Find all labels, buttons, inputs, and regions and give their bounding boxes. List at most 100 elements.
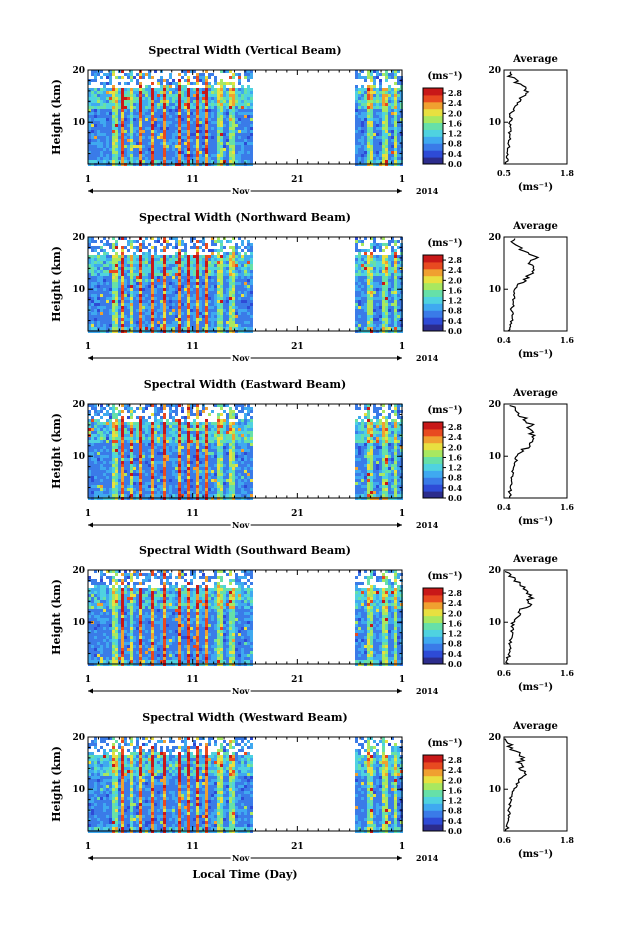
heatmap-cell [184, 255, 187, 258]
heatmap-cell [382, 276, 385, 279]
heatmap-cell [88, 115, 91, 118]
heatmap-cell [205, 327, 208, 330]
heatmap-cell [136, 124, 139, 127]
heatmap-cell [103, 133, 106, 136]
heatmap-cell [127, 324, 130, 327]
heatmap-cell [247, 79, 250, 82]
heatmap-cell [157, 306, 160, 309]
heatmap-cell [151, 94, 154, 97]
heatmap-cell [136, 261, 139, 264]
heatmap-cell [217, 434, 220, 437]
heatmap-cell [151, 282, 154, 285]
heatmap-cell [115, 294, 118, 297]
heatmap-cell [223, 246, 226, 249]
heatmap-cell [130, 264, 133, 267]
x-tick-label: 11 [186, 175, 199, 185]
heatmap-cell [133, 309, 136, 312]
heatmap-cell [244, 115, 247, 118]
heatmap-cell [160, 425, 163, 428]
heatmap-cell [238, 273, 241, 276]
heatmap-cell [229, 100, 232, 103]
heatmap-cell [202, 103, 205, 106]
heatmap-cell [142, 321, 145, 324]
heatmap-cell [235, 100, 238, 103]
heatmap-cell [379, 282, 382, 285]
heatmap-cell [157, 240, 160, 243]
heatmap-cell [358, 261, 361, 264]
heatmap-cell [88, 133, 91, 136]
heatmap-cell [178, 321, 181, 324]
heatmap-cell [202, 434, 205, 437]
heatmap-cell [232, 133, 235, 136]
heatmap-cell [208, 264, 211, 267]
heatmap-cell [361, 154, 364, 157]
heatmap-cell [379, 297, 382, 300]
heatmap-cell [160, 85, 163, 88]
heatmap-cell [367, 121, 370, 124]
heatmap-cell [211, 133, 214, 136]
heatmap-cell [196, 404, 199, 407]
heatmap-cell [205, 124, 208, 127]
heatmap-cell [169, 85, 172, 88]
heatmap-cell [94, 291, 97, 294]
heatmap-cell [391, 148, 394, 151]
heatmap-cell [376, 312, 379, 315]
heatmap-cell [115, 270, 118, 273]
heatmap-cell [367, 136, 370, 139]
heatmap-cell [136, 288, 139, 291]
heatmap-cell [196, 154, 199, 157]
heatmap-cell [181, 267, 184, 270]
heatmap-cell [88, 425, 91, 428]
heatmap-cell [187, 312, 190, 315]
heatmap-cell [358, 118, 361, 121]
heatmap-cell [154, 240, 157, 243]
heatmap-cell [88, 130, 91, 133]
heatmap-cell [148, 425, 151, 428]
heatmap-cell [115, 419, 118, 422]
heatmap-cell [196, 294, 199, 297]
heatmap-cell [154, 279, 157, 282]
heatmap-cell [145, 300, 148, 303]
heatmap-cell [151, 309, 154, 312]
heatmap-cell [175, 294, 178, 297]
heatmap-cell [238, 288, 241, 291]
heatmap-cell [376, 112, 379, 115]
heatmap-cell [169, 264, 172, 267]
heatmap-cell [388, 91, 391, 94]
heatmap-cell [199, 255, 202, 258]
heatmap-cell [172, 121, 175, 124]
heatmap-cell [220, 279, 223, 282]
heatmap-cell [373, 291, 376, 294]
heatmap-cell [133, 154, 136, 157]
heatmap-cell [157, 428, 160, 431]
heatmap-cell [112, 154, 115, 157]
heatmap-cell [94, 303, 97, 306]
heatmap-cell [223, 312, 226, 315]
heatmap-cell [241, 291, 244, 294]
heatmap-cell [364, 157, 367, 160]
heatmap-cell [181, 139, 184, 142]
heatmap-cell [151, 246, 154, 249]
heatmap-cell [157, 103, 160, 106]
heatmap-cell [196, 145, 199, 148]
heatmap-cell [241, 404, 244, 407]
heatmap-cell [175, 422, 178, 425]
heatmap-cell [163, 145, 166, 148]
heatmap-cell [250, 291, 253, 294]
heatmap-cell [142, 318, 145, 321]
heatmap-cell [220, 88, 223, 91]
heatmap-cell [154, 419, 157, 422]
heatmap-cell [214, 151, 217, 154]
heatmap-cell [181, 300, 184, 303]
heatmap-cell [115, 112, 118, 115]
heatmap-cell [118, 91, 121, 94]
heatmap-cell [97, 321, 100, 324]
heatmap-cell [136, 133, 139, 136]
heatmap-cell [214, 425, 217, 428]
heatmap-cell [394, 118, 397, 121]
heatmap-cell [145, 303, 148, 306]
heatmap-cell [394, 252, 397, 255]
heatmap-cell [364, 285, 367, 288]
heatmap-cell [91, 94, 94, 97]
heatmap-cell [244, 282, 247, 285]
